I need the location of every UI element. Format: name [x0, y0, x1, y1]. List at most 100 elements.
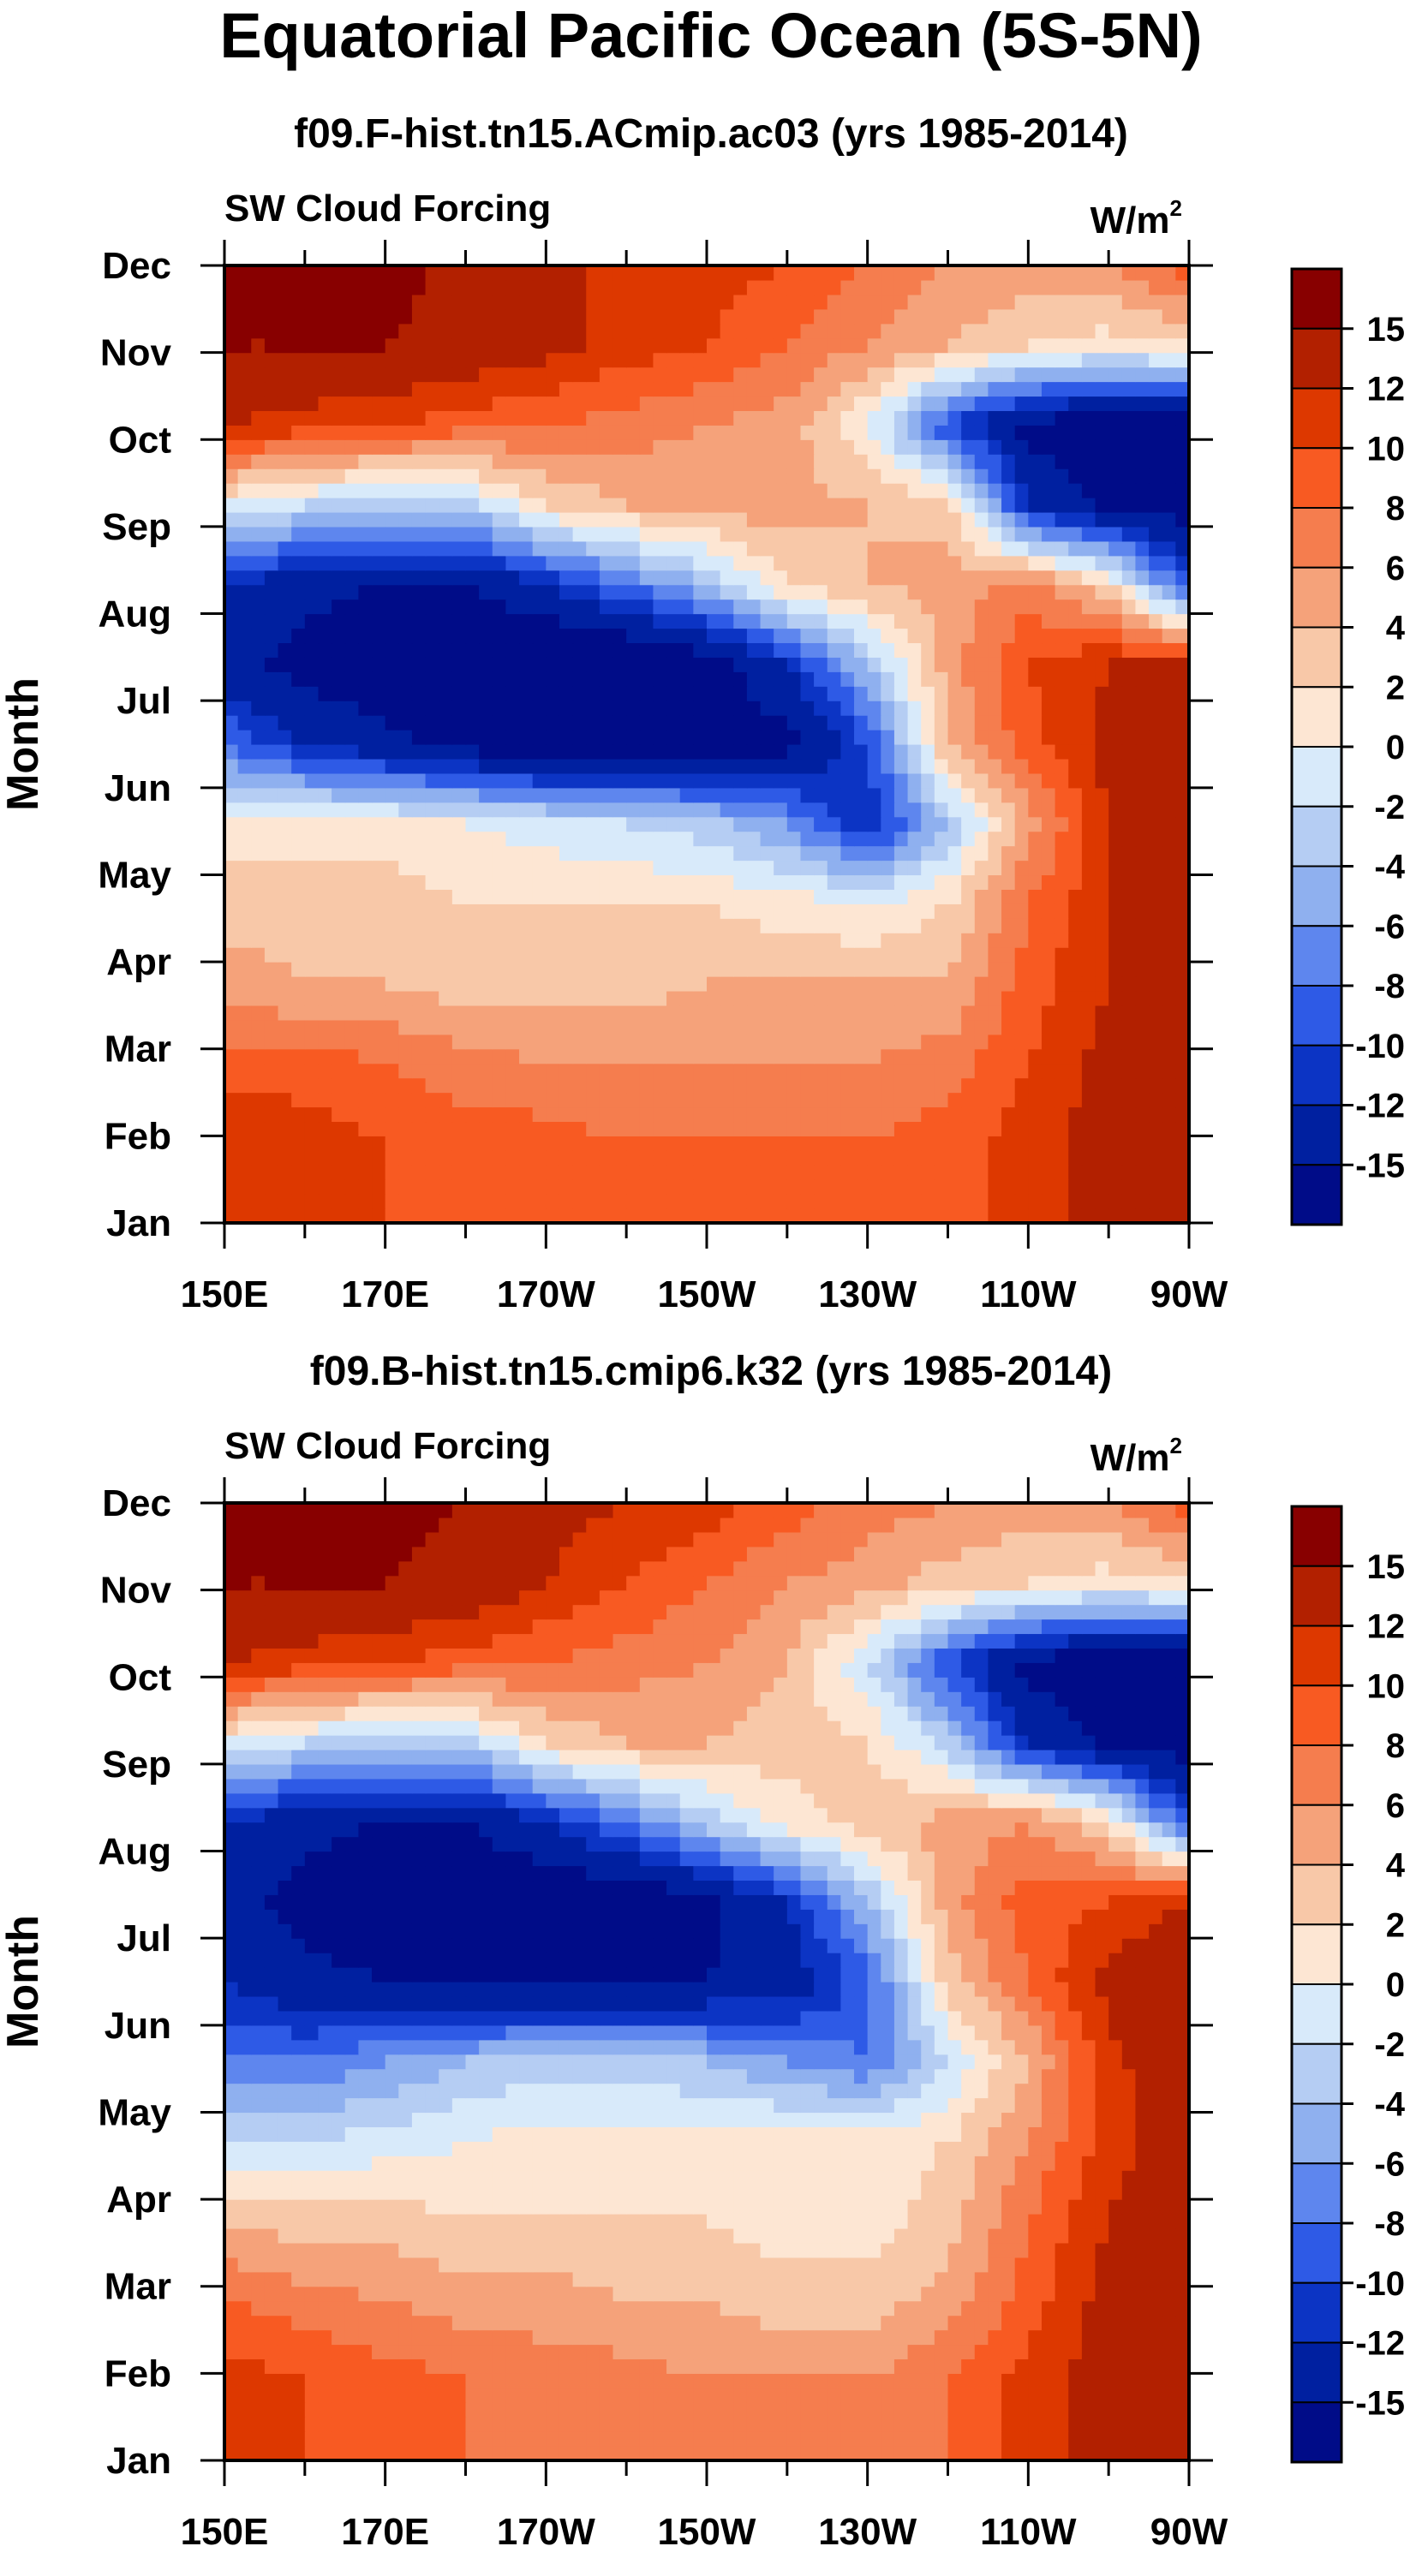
- heatmap-cell: [304, 671, 320, 687]
- heatmap-cell: [278, 613, 292, 629]
- heatmap-cell: [224, 642, 239, 658]
- heatmap-cell: [707, 860, 721, 876]
- heatmap-cell: [385, 874, 399, 890]
- heatmap-cell: [1001, 1048, 1016, 1064]
- heatmap-cell: [881, 701, 895, 716]
- heatmap-cell: [439, 657, 453, 672]
- heatmap-cell: [465, 511, 480, 528]
- heatmap-cell: [251, 657, 266, 672]
- heatmap-cell: [572, 352, 587, 368]
- heatmap-cell: [612, 1136, 627, 1151]
- heatmap-cell: [1135, 396, 1150, 411]
- heatmap-cell: [800, 1136, 815, 1151]
- heatmap-cell: [774, 1106, 788, 1123]
- heatmap-cell: [398, 2431, 413, 2447]
- heatmap-cell: [1095, 947, 1109, 963]
- heatmap-cell: [1095, 569, 1109, 586]
- heatmap-cell: [907, 540, 922, 557]
- heatmap-cell: [1028, 569, 1043, 586]
- heatmap-cell: [1081, 845, 1096, 862]
- heatmap-cell: [505, 599, 520, 615]
- heatmap-cell: [760, 1179, 774, 1195]
- heatmap-cell: [278, 540, 292, 557]
- heatmap-cell: [707, 498, 721, 513]
- heatmap-cell: [1162, 540, 1176, 557]
- heatmap-cell: [612, 498, 627, 513]
- heatmap-cell: [1055, 1019, 1069, 1035]
- heatmap-cell: [786, 381, 802, 397]
- heatmap-cell: [1095, 933, 1109, 948]
- heatmap-cell: [907, 701, 922, 716]
- heatmap-cell: [840, 657, 855, 672]
- heatmap-cell: [774, 816, 788, 832]
- heatmap-cell: [733, 337, 748, 354]
- heatmap-cell: [264, 802, 279, 818]
- heatmap-cell: [264, 439, 279, 455]
- heatmap-cell: [559, 816, 574, 832]
- heatmap-cell: [746, 526, 762, 542]
- heatmap-cell: [251, 323, 266, 339]
- heatmap-cell: [934, 642, 949, 658]
- heatmap-cell: [1068, 860, 1083, 876]
- heatmap-cell: [974, 454, 989, 469]
- heatmap-cell: [907, 1005, 922, 1021]
- heatmap-cell: [840, 396, 855, 411]
- heatmap-cell: [372, 889, 386, 904]
- heatmap-cell: [1014, 947, 1029, 963]
- heatmap-cell: [1081, 279, 1096, 295]
- heatmap-cell: [291, 802, 306, 818]
- heatmap-cell: [612, 976, 627, 992]
- heatmap-cell: [921, 468, 935, 484]
- heatmap-cell: [251, 845, 266, 862]
- heatmap-cell: [1121, 860, 1137, 876]
- heatmap-cell: [465, 1092, 480, 1108]
- heatmap-cell: [800, 613, 815, 629]
- heatmap-cell: [893, 657, 909, 672]
- heatmap-cell: [1108, 1063, 1123, 1079]
- y-axis-title: Month: [0, 677, 48, 811]
- heatmap-cell: [546, 1179, 560, 1195]
- heatmap-cell: [921, 498, 935, 513]
- heatmap-cell: [451, 976, 467, 992]
- heatmap-cell: [251, 686, 266, 701]
- heatmap-cell: [237, 468, 252, 484]
- heatmap-cell: [479, 889, 493, 904]
- heatmap-cell: [1162, 831, 1176, 847]
- heatmap-cell: [707, 1136, 721, 1151]
- heatmap-cell: [264, 701, 279, 716]
- heatmap-cell: [465, 2431, 480, 2447]
- heatmap-cell: [1095, 540, 1109, 557]
- heatmap-cell: [385, 1194, 399, 1209]
- heatmap-cell: [1041, 1150, 1056, 1166]
- heatmap-cell: [934, 613, 949, 629]
- heatmap-cell: [291, 352, 306, 368]
- heatmap-cell: [1041, 874, 1056, 890]
- heatmap-cell: [827, 540, 841, 557]
- heatmap-cell: [425, 526, 439, 542]
- heatmap-cell: [1095, 1077, 1109, 1094]
- heatmap-cell: [947, 671, 962, 687]
- heatmap-cell: [733, 889, 748, 904]
- heatmap-cell: [921, 526, 935, 542]
- heatmap-cell: [800, 1077, 815, 1094]
- heatmap-cell: [720, 599, 734, 615]
- heatmap-cell: [1162, 454, 1176, 469]
- heatmap-cell: [893, 439, 909, 455]
- heatmap-cell: [264, 308, 279, 325]
- heatmap-cell: [893, 860, 909, 876]
- heatmap-cell: [251, 381, 266, 397]
- heatmap-cell: [1108, 1019, 1123, 1035]
- heatmap-cell: [1108, 1194, 1123, 1209]
- heatmap-cell: [1121, 483, 1137, 498]
- heatmap-cell: [854, 1077, 869, 1094]
- heatmap-cell: [1081, 1179, 1096, 1195]
- heatmap-cell: [800, 642, 815, 658]
- heatmap-cell: [372, 628, 386, 644]
- heatmap-cell: [961, 265, 976, 281]
- heatmap-cell: [251, 265, 266, 281]
- heatmap-cell: [893, 1150, 909, 1166]
- heatmap-cell: [451, 613, 467, 629]
- heatmap-cell: [733, 1077, 748, 1094]
- heatmap-cell: [332, 1034, 346, 1050]
- heatmap-cell: [1175, 1179, 1190, 1195]
